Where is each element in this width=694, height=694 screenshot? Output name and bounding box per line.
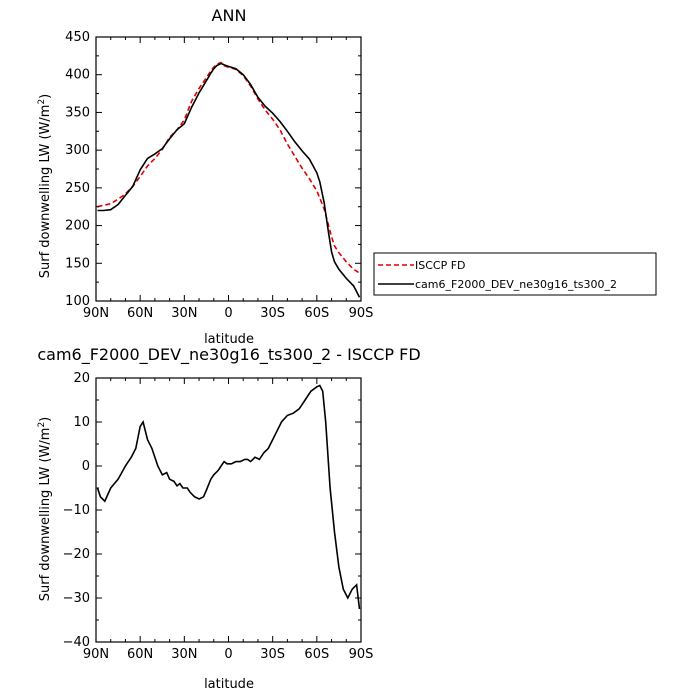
bottom-y-tick-label: 0 [82, 459, 90, 474]
top-y-tick-label: 200 [65, 219, 90, 234]
bottom-axes-frame [95, 377, 362, 643]
bottom-y-tick-label: −40 [63, 635, 90, 650]
legend-label-isccp: ISCCP FD [415, 259, 466, 272]
top-plot-area: 90N 60N 30N 0 30S 60S 90S 100 150 200 250 300 350 400… [65, 30, 373, 321]
bottom-x-tick-label: 90N [83, 647, 109, 662]
bottom-y-tick-label: −20 [63, 547, 90, 562]
top-x-tick-label: 60S [304, 306, 329, 321]
bottom-y-tick-label: −30 [63, 591, 90, 606]
top-chart-panel: ANN 90N 60N 30N 0 30S 60S 90S 100 150 200 250 300 35… [37, 6, 373, 347]
bottom-y-axis-label-sup: 2 [37, 422, 47, 428]
top-y-tick-label: 400 [65, 68, 90, 83]
bottom-chart-panel: cam6_F2000_DEV_ne30g16_ts300_2 - ISCCP F… [37, 345, 421, 692]
top-y-tick-label: 250 [65, 181, 90, 196]
top-y-tick-label: 100 [65, 294, 90, 309]
bottom-y-tick-label: 10 [73, 415, 90, 430]
bottom-x-tick-label: 30N [171, 647, 197, 662]
bottom-x-tick-label: 90S [349, 647, 374, 662]
top-x-tick-label: 90S [349, 306, 374, 321]
top-x-tick-label: 30N [171, 306, 197, 321]
top-x-tick-label: 60N [127, 306, 153, 321]
bottom-x-tick-label: 30S [260, 647, 285, 662]
bottom-chart-title: cam6_F2000_DEV_ne30g16_ts300_2 - ISCCP F… [37, 345, 420, 365]
top-y-axis-label-main: Surf downwelling LW (W/m [38, 105, 53, 279]
top-y-axis-label: Surf downwelling LW (W/m2) [37, 94, 53, 279]
top-y-tick-label: 150 [65, 256, 90, 271]
bottom-y-tick-label: −10 [63, 503, 90, 518]
top-y-axis-label-end: ) [38, 94, 53, 99]
top-x-tick-label: 90N [83, 306, 109, 321]
legend: ISCCP FD cam6_F2000_DEV_ne30g16_ts300_2 [373, 252, 657, 296]
bottom-y-axis-label: Surf downwelling LW (W/m2) [37, 417, 53, 602]
legend-box [373, 252, 657, 296]
bottom-y-tick-label: 20 [73, 371, 90, 386]
top-y-axis-label-sup: 2 [37, 99, 47, 105]
top-axes-frame [95, 36, 362, 302]
top-x-tick-label: 0 [224, 306, 232, 321]
bottom-x-axis-label: latitude [204, 677, 254, 692]
top-x-tick-label: 30S [260, 306, 285, 321]
bottom-y-axis-label-end: ) [38, 417, 53, 422]
bottom-x-tick-label: 0 [224, 647, 232, 662]
top-series-line-1 [97, 62, 361, 298]
top-y-tick-label: 450 [65, 30, 90, 45]
bottom-x-tick-label: 60N [127, 647, 153, 662]
bottom-y-axis-label-main: Surf downwelling LW (W/m [38, 428, 53, 602]
top-chart-title: ANN [212, 6, 247, 25]
top-y-tick-label: 300 [65, 143, 90, 158]
bottom-plot-area: 90N 60N 30N 0 30S 60S 90S −40 −30 −20 −10 0 10 20 [63, 371, 374, 662]
bottom-series-line-0 [96, 384, 361, 610]
legend-label-cam6: cam6_F2000_DEV_ne30g16_ts300_2 [415, 278, 617, 291]
top-y-tick-label: 350 [65, 105, 90, 120]
bottom-x-tick-label: 60S [304, 647, 329, 662]
top-series-line-0 [97, 61, 360, 274]
top-x-axis-label: latitude [204, 332, 254, 347]
